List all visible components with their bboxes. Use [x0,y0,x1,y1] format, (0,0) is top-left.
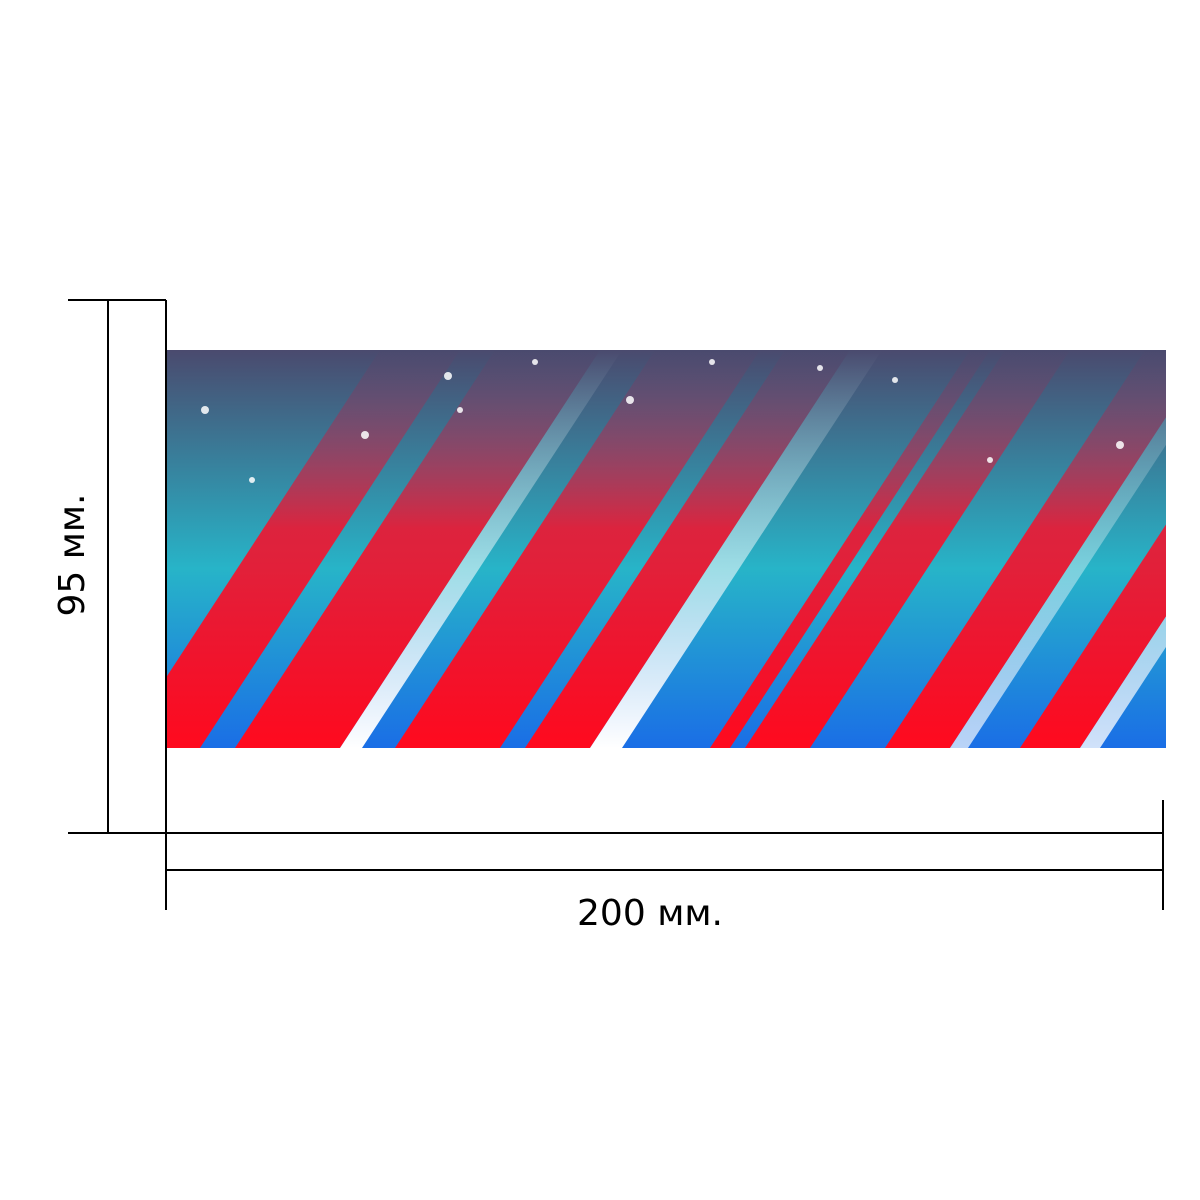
height-label: 95 мм. [52,493,93,616]
width-dimension [165,800,1164,910]
height-dimension [68,299,167,834]
width-label: 200 мм. [577,893,723,934]
print-artwork [166,350,1166,748]
